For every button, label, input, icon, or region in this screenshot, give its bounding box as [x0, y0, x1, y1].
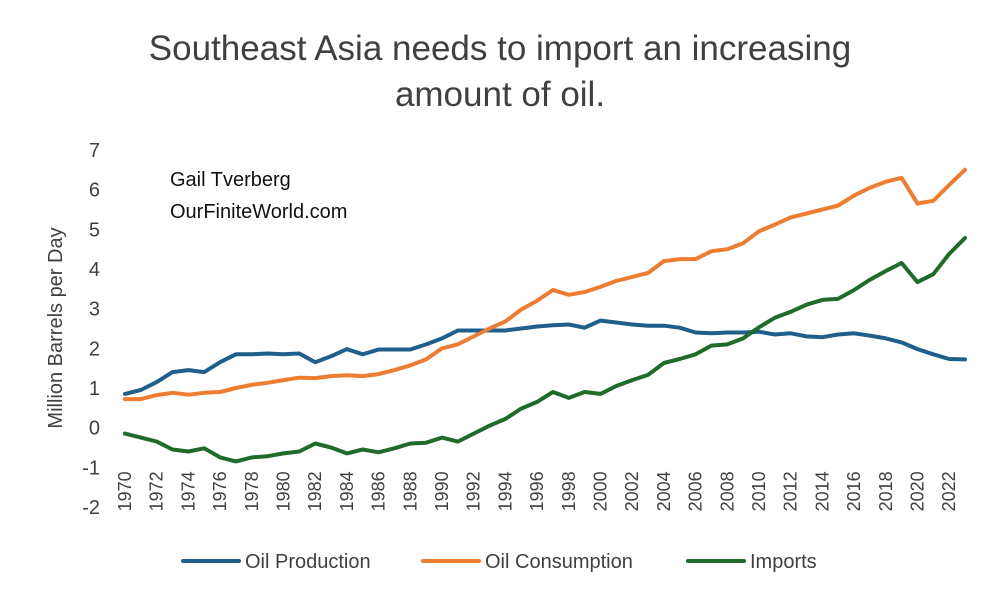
x-tick-label: 2016: [844, 471, 864, 511]
x-tick-label: 2008: [717, 471, 737, 511]
series-line-imports: [123, 236, 967, 464]
chart-annotation: Gail Tverberg: [170, 169, 291, 191]
y-tick-label: 6: [89, 180, 100, 202]
y-tick-label: -2: [82, 497, 100, 519]
legend-item: Imports: [686, 551, 817, 573]
x-tick-label: 2010: [749, 471, 769, 511]
x-tick-label: 1990: [432, 471, 452, 511]
chart-annotation: OurFiniteWorld.com: [170, 201, 347, 223]
legend-item: Oil Consumption: [421, 551, 633, 573]
series-line-oil-consumption: [123, 167, 967, 402]
y-tick-label: 4: [89, 259, 100, 281]
x-tick-label: 1996: [527, 471, 547, 511]
x-tick-label: 1994: [495, 471, 515, 511]
chart-title: Southeast Asia needs to import an increa…: [148, 29, 852, 114]
x-tick-label: 1988: [400, 471, 420, 511]
x-tick-label: 1980: [273, 471, 293, 511]
y-tick-label: 7: [89, 140, 100, 162]
legend-label: Oil Consumption: [485, 551, 633, 573]
x-tick-label: 2012: [781, 471, 801, 511]
x-tick-label: 1970: [115, 471, 135, 511]
y-tick-label: -1: [82, 457, 100, 479]
y-tick-label: 5: [89, 219, 100, 241]
x-tick-label: 1998: [559, 471, 579, 511]
x-tick-label: 1972: [147, 471, 167, 511]
y-tick-label: 3: [89, 299, 100, 321]
x-tick-label: 1976: [210, 471, 230, 511]
legend-label: Imports: [750, 551, 817, 573]
x-tick-label: 1984: [337, 471, 357, 511]
y-axis: -2 -1 0 1 2 3 4 5 6 7: [82, 140, 100, 519]
legend-label: Oil Production: [245, 551, 371, 573]
legend: Oil Production Oil Consumption Imports: [181, 551, 817, 573]
y-tick-label: 2: [89, 338, 100, 360]
x-tick-label: 1992: [464, 471, 484, 511]
y-tick-label: 0: [89, 418, 100, 440]
annotations: Gail Tverberg OurFiniteWorld.com: [170, 169, 347, 223]
x-tick-label: 1978: [242, 471, 262, 511]
series-lines: [123, 167, 967, 464]
x-tick-label: 1986: [369, 471, 389, 511]
x-tick-label: 2004: [654, 471, 674, 511]
legend-item: Oil Production: [181, 551, 371, 573]
x-tick-label: 2022: [939, 471, 959, 511]
x-tick-label: 1982: [305, 471, 325, 511]
x-tick-label: 2002: [622, 471, 642, 511]
x-tick-label: 2020: [907, 471, 927, 511]
x-tick-label: 2000: [590, 471, 610, 511]
x-tick-label: 2014: [812, 471, 832, 511]
x-axis: 1970 1972 1974 1976 1978 1980 1982 1984 1986 1988…: [115, 471, 959, 511]
x-tick-label: 2006: [686, 471, 706, 511]
x-tick-label: 1974: [178, 471, 198, 511]
x-tick-label: 2018: [876, 471, 896, 511]
series-line-oil-production: [123, 318, 967, 396]
y-tick-label: 1: [89, 378, 100, 400]
y-axis-label: Million Barrels per Day: [45, 227, 67, 428]
